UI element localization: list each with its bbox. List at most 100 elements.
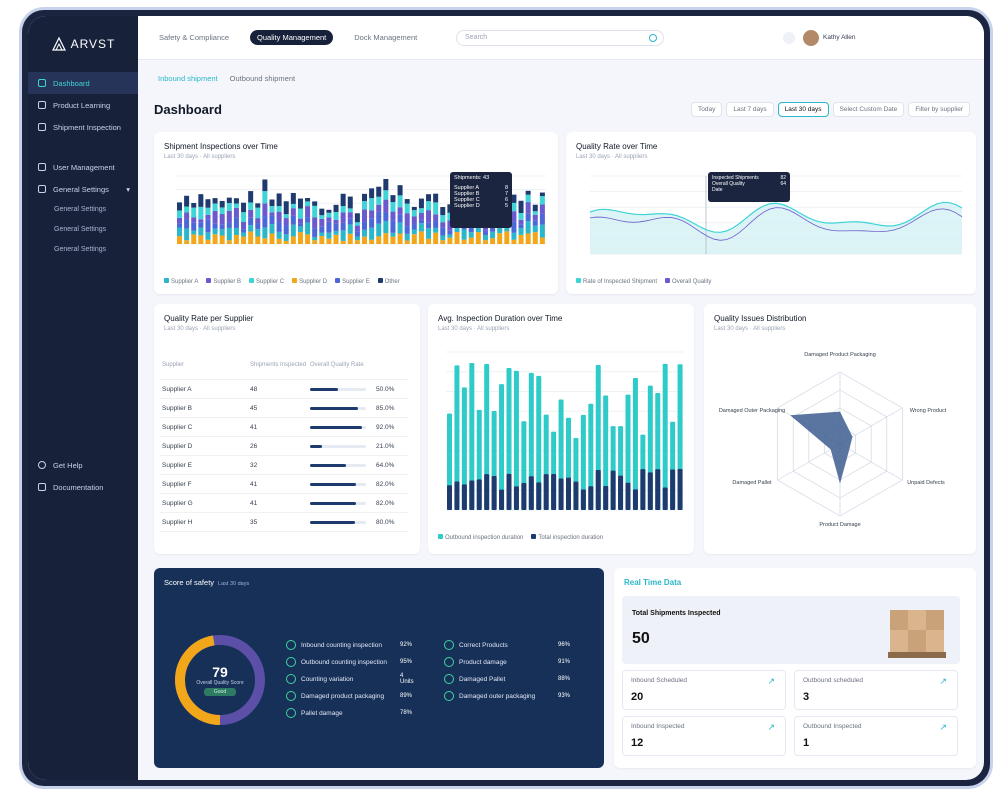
tab-dock-management[interactable]: Dock Management xyxy=(354,33,418,42)
sidebar-item-get-help[interactable]: Get Help xyxy=(28,454,138,476)
area-line-chart[interactable] xyxy=(566,132,976,294)
bar-segment xyxy=(532,232,538,244)
main-content: Inbound shipment Outbound shipment Dashb… xyxy=(138,60,984,780)
card-subtitle: Last 30 days · All suppliers xyxy=(164,154,236,160)
bar-segment xyxy=(255,207,261,219)
search-input[interactable]: Search xyxy=(456,30,664,46)
filter-last-30-days[interactable]: Last 30 days xyxy=(777,102,829,117)
bar-segment xyxy=(518,234,524,244)
filter-today[interactable]: Today xyxy=(691,102,723,117)
bar-segment xyxy=(497,223,503,234)
notification-icon[interactable] xyxy=(783,32,795,44)
table-row[interactable]: Supplier C 41 92.0% xyxy=(160,418,408,437)
bar-segment xyxy=(233,207,239,218)
tab-quality-management[interactable]: Quality Management xyxy=(250,30,334,45)
bar-segment xyxy=(340,206,346,213)
arrow-up-right-icon[interactable]: ↗ xyxy=(767,722,775,732)
subtab-inbound[interactable]: Inbound shipment xyxy=(158,74,218,83)
bar-segment xyxy=(248,231,254,244)
sidebar-item-label: Dashboard xyxy=(53,78,90,88)
table-row[interactable]: Supplier A 48 50.0% xyxy=(160,380,408,399)
bar-segment xyxy=(461,239,467,244)
stat-outbound-inspected[interactable]: Outbound Inspected 1 ↗ xyxy=(794,716,958,756)
stat-outbound-scheduled[interactable]: Outbound scheduled 3 ↗ xyxy=(794,670,958,710)
supplier-name: Supplier F xyxy=(162,480,192,488)
legend-item[interactable]: Supplier D xyxy=(292,278,327,285)
bar-segment xyxy=(198,219,204,223)
filter-custom-date[interactable]: Select Custom Date xyxy=(832,102,905,117)
table-row[interactable]: Supplier B 45 85.0% xyxy=(160,399,408,418)
bar-segment xyxy=(319,232,325,237)
filter-by-supplier[interactable]: Filter by supplier xyxy=(908,102,970,117)
filter-last-7-days[interactable]: Last 7 days xyxy=(726,102,774,117)
stat-inbound-scheduled[interactable]: Inbound Scheduled 20 ↗ xyxy=(622,670,786,710)
legend-item[interactable]: Supplier C xyxy=(249,278,284,285)
bar-segment xyxy=(205,199,211,208)
bar-segment xyxy=(198,206,204,220)
bar-segment xyxy=(219,235,225,244)
bar-segment xyxy=(404,199,410,204)
table-row[interactable]: Supplier E 32 64.0% xyxy=(160,456,408,475)
duration-bar xyxy=(461,387,467,510)
sidebar-subitem[interactable]: General Settings xyxy=(54,246,107,253)
legend-item[interactable]: Supplier A xyxy=(164,278,198,285)
column-header[interactable]: Overall Quality Rate xyxy=(310,361,364,368)
table-row[interactable]: Supplier H 35 80.0% xyxy=(160,513,408,532)
metric-value: 88% xyxy=(558,676,571,682)
duration-bar xyxy=(484,363,490,510)
duration-bar xyxy=(588,486,594,510)
stat-value: 20 xyxy=(631,691,644,703)
radar-axis-label: Unpaid Defects xyxy=(907,480,945,486)
bar-segment xyxy=(397,195,403,208)
column-header[interactable]: Shipments Inspected xyxy=(250,361,307,368)
sidebar-item-user-management[interactable]: User Management xyxy=(28,156,138,178)
score-gauge xyxy=(175,635,265,725)
bar-chart[interactable] xyxy=(428,304,694,554)
bar-segment xyxy=(212,223,218,229)
tab-safety-compliance[interactable]: Safety & Compliance xyxy=(159,33,230,42)
bar-segment xyxy=(262,216,268,228)
duration-bar xyxy=(484,474,490,510)
legend-item[interactable]: Supplier B xyxy=(206,278,241,285)
bar-segment xyxy=(525,233,531,244)
sidebar-subitem[interactable]: General Settings xyxy=(54,226,107,233)
sidebar-item-general-settings[interactable]: General Settings ▾ xyxy=(28,178,138,200)
legend-item[interactable]: Supplier E xyxy=(335,278,370,285)
legend-item[interactable]: Other xyxy=(377,278,400,285)
legend-item[interactable]: Outbound inspection duration xyxy=(438,534,523,541)
bar-segment xyxy=(319,236,325,244)
legend-item[interactable]: Total inspection duration xyxy=(531,534,603,541)
table-row[interactable]: Supplier G 41 82.0% xyxy=(160,494,408,513)
card-quality-issues: Quality Issues Distribution Last 30 days… xyxy=(704,304,976,554)
bar-segment xyxy=(290,236,296,244)
sidebar-item-documentation[interactable]: Documentation xyxy=(28,476,138,498)
card-title: Score of safety Last 30 days xyxy=(164,578,249,587)
legend-item[interactable]: Rate of Inspected Shipment xyxy=(576,278,657,285)
bar-segment xyxy=(369,218,375,228)
sidebar-item-dashboard[interactable]: Dashboard xyxy=(28,72,138,94)
sidebar-item-product-learning[interactable]: Product Learning xyxy=(28,94,138,116)
search-icon[interactable] xyxy=(649,34,657,42)
bar-segment xyxy=(468,237,474,244)
radar-chart[interactable]: Damaged Product Packaging Wrong Product Un… xyxy=(704,304,976,554)
sidebar-item-label: Documentation xyxy=(53,482,104,492)
score-badge: Good xyxy=(204,688,236,696)
legend-item[interactable]: Overall Quality xyxy=(665,278,711,285)
bar-segment xyxy=(177,210,182,218)
bar-segment xyxy=(440,227,446,236)
table-row[interactable]: Supplier F 41 82.0% xyxy=(160,475,408,494)
stat-inbound-inspected[interactable]: Inbound Inspected 12 ↗ xyxy=(622,716,786,756)
sidebar-subitem[interactable]: General Settings xyxy=(54,206,107,213)
sidebar-item-shipment-inspection[interactable]: Shipment Inspection xyxy=(28,116,138,138)
subtab-outbound[interactable]: Outbound shipment xyxy=(229,74,296,83)
user-name[interactable]: Kathy Allen xyxy=(823,34,856,41)
column-header[interactable]: Supplier xyxy=(162,361,185,368)
arrow-up-right-icon[interactable]: ↗ xyxy=(939,676,947,686)
bar-segment xyxy=(290,192,296,204)
arrow-up-right-icon[interactable]: ↗ xyxy=(767,676,775,686)
bar-segment xyxy=(376,211,382,224)
tooltip-label: Inspected Shipments xyxy=(712,175,759,181)
avatar[interactable] xyxy=(803,30,819,46)
table-row[interactable]: Supplier D 26 21.0% xyxy=(160,437,408,456)
arrow-up-right-icon[interactable]: ↗ xyxy=(939,722,947,732)
